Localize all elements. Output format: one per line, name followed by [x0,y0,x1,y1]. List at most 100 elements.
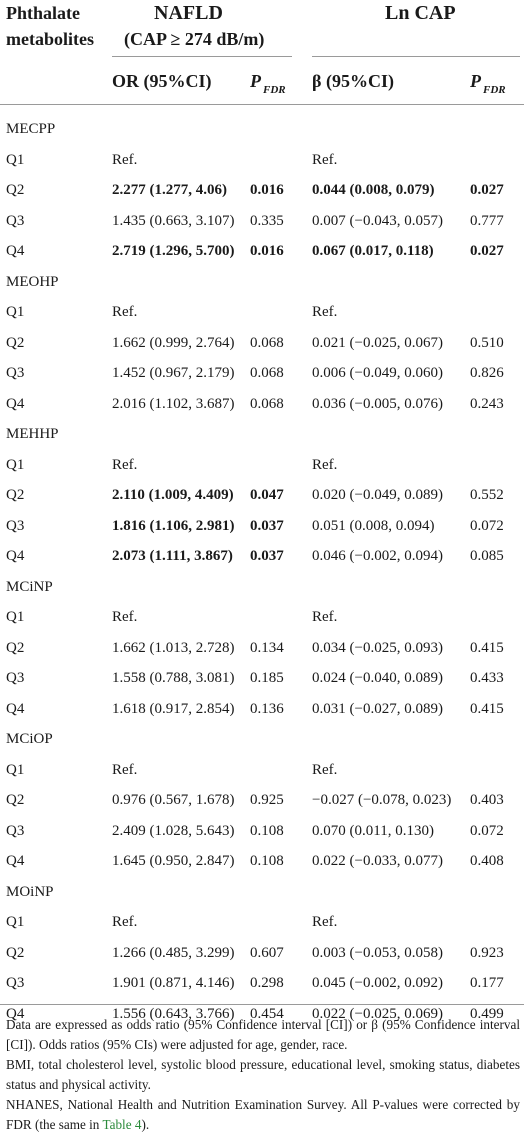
p-fdr-nafld-cell: 0.134 [250,639,284,656]
table-row: Q3 1.901 (0.871, 4.146) 0.298 0.045 (−0.002… [0,968,524,999]
p-label: P [250,71,261,91]
quartile-cell: Q4 [6,243,25,259]
group-row: MCiOP [0,724,524,755]
quartile-cell: Q2 [6,182,25,198]
quartile-cell: Q2 [6,792,25,808]
quartile-cell: Q1 [6,456,25,473]
beta-cell: 0.070 (0.011, 0.130) [312,822,434,839]
or-cell: 2.073 (1.111, 3.867) [112,548,233,564]
table-row: Q1 Ref. Ref. [0,755,524,786]
footnote-3: NHANES, National Health and Nutrition Ex… [6,1095,520,1135]
p-fdr-lncap-cell: 0.499 [470,1005,504,1022]
beta-cell: 0.024 (−0.040, 0.089) [312,670,443,686]
beta-cell: 0.007 (−0.043, 0.057) [312,212,443,229]
or-cell: 1.901 (0.871, 4.146) [112,975,235,991]
table-row: Q3 1.452 (0.967, 2.179) 0.068 0.006 (−0.049… [0,358,524,389]
col-header-or: OR (95%CI) [112,71,212,91]
col-header-nafld-cap: (CAP ≥ 274 dB/m) [124,29,265,49]
beta-cell: Ref. [312,456,338,473]
or-cell: 2.277 (1.277, 4.06) [112,182,227,198]
or-cell: 2.016 (1.102, 3.687) [112,395,235,412]
quartile-cell: Q3 [6,975,25,991]
or-cell: Ref. [112,761,138,778]
col-header-metabolites-line1: Phthalate [6,3,80,23]
table-row: Q4 2.016 (1.102, 3.687) 0.068 0.036 (−0.005… [0,389,524,420]
or-cell: Ref. [112,456,138,473]
or-cell: 1.618 (0.917, 2.854) [112,700,235,717]
header-rule-nafld [112,56,292,57]
p-fdr-nafld-cell: 0.047 [250,487,284,503]
p-fdr-lncap-cell: 0.403 [470,792,504,808]
quartile-cell: Q3 [6,670,25,686]
p-fdr-nafld-cell: 0.607 [250,944,284,961]
or-cell: 2.719 (1.296, 5.700) [112,243,235,259]
table-footnotes: Data are expressed as odds ratio (95% Co… [6,1015,520,1135]
beta-cell: 0.045 (−0.002, 0.092) [312,975,443,991]
p-label: P [470,71,481,91]
or-cell: Ref. [112,304,138,320]
beta-cell: Ref. [312,151,338,168]
table-row: Q1 Ref. Ref. [0,450,524,481]
or-cell: 1.452 (0.967, 2.179) [112,365,235,381]
p-fdr-lncap-cell: 0.027 [470,243,504,259]
quartile-cell: Q2 [6,487,25,503]
beta-cell: Ref. [312,914,338,930]
footnote-3-end: ). [141,1117,150,1132]
table-row: Q4 2.719 (1.296, 5.700) 0.016 0.067 (0.017,… [0,236,524,267]
beta-cell: 0.046 (−0.002, 0.094) [312,548,443,564]
p-fdr-lncap-cell: 0.072 [470,517,504,534]
table-header: Phthalate metabolites NAFLD (CAP ≥ 274 d… [0,0,524,104]
table-4-link[interactable]: Table 4 [102,1117,142,1132]
group-row: MOiNP [0,877,524,908]
table-row: Q2 1.266 (0.485, 3.299) 0.607 0.003 (−0.053… [0,938,524,969]
quartile-cell: Q2 [6,334,25,351]
or-cell: 2.110 (1.009, 4.409) [112,487,234,503]
group-label: MEHHP [6,426,59,442]
footnote-3-text: NHANES, National Health and Nutrition Ex… [6,1097,520,1132]
or-cell: 1.558 (0.788, 3.081) [112,670,235,686]
beta-cell: −0.027 (−0.078, 0.023) [312,792,452,808]
group-row: MCiNP [0,572,524,603]
group-label: MECPP [6,121,56,137]
header-rule-lncap [312,56,520,57]
or-cell: 1.556 (0.643, 3.766) [112,1005,235,1022]
beta-cell: 0.031 (−0.027, 0.089) [312,700,443,717]
table-row: Q4 2.073 (1.111, 3.867) 0.037 0.046 (−0.002… [0,541,524,572]
beta-cell: 0.020 (−0.049, 0.089) [312,487,443,503]
quartile-cell: Q3 [6,365,25,381]
p-fdr-nafld-cell: 0.335 [250,212,284,229]
p-fdr-lncap-cell: 0.408 [470,853,504,869]
beta-cell: 0.006 (−0.049, 0.060) [312,365,443,381]
table-row: Q3 1.435 (0.663, 3.107) 0.335 0.007 (−0.043… [0,206,524,237]
table-row: Q2 1.662 (1.013, 2.728) 0.134 0.034 (−0.025… [0,633,524,664]
table-row: Q4 1.645 (0.950, 2.847) 0.108 0.022 (−0.033… [0,846,524,877]
table-bottom-rule [0,1004,524,1005]
p-fdr-lncap-cell: 0.177 [470,975,504,991]
footnote-2: BMI, total cholesterol level, systolic b… [6,1057,520,1092]
table-row: Q4 1.618 (0.917, 2.854) 0.136 0.031 (−0.027… [0,694,524,725]
or-cell: 1.662 (0.999, 2.764) [112,334,235,351]
beta-cell: 0.051 (0.008, 0.094) [312,517,435,534]
quartile-cell: Q4 [6,395,25,412]
or-cell: Ref. [112,151,138,168]
col-header-nafld: NAFLD [154,2,223,24]
footnote-1: Data are expressed as odds ratio (95% Co… [6,1017,520,1052]
group-row: MEOHP [0,267,524,298]
beta-cell: Ref. [312,609,338,625]
group-row: MECPP [0,114,524,145]
quartile-cell: Q2 [6,639,25,656]
p-fdr-lncap-cell: 0.415 [470,700,504,717]
quartile-cell: Q2 [6,944,25,961]
beta-cell: 0.021 (−0.025, 0.067) [312,334,443,351]
table-row: Q1 Ref. Ref. [0,145,524,176]
col-header-p-fdr-1: P FDR [250,70,286,96]
table-body: MECPP Q1 Ref. Ref. Q2 2.277 (1.277, 4.06) 0.01… [0,114,524,1029]
beta-cell: 0.034 (−0.025, 0.093) [312,639,443,656]
p-fdr-nafld-cell: 0.925 [250,792,284,808]
p-fdr-lncap-cell: 0.826 [470,365,504,381]
beta-cell: 0.022 (−0.025, 0.069) [312,1005,443,1022]
p-fdr-nafld-cell: 0.108 [250,853,284,869]
p-fdr-lncap-cell: 0.923 [470,944,504,961]
group-label: MOiNP [6,883,54,900]
quartile-cell: Q1 [6,151,25,168]
